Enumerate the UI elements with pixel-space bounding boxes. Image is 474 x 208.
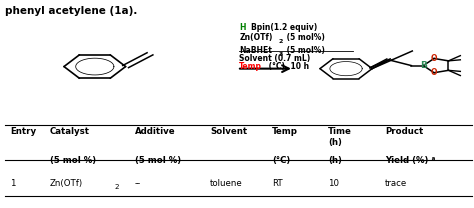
Text: 1: 1 xyxy=(10,179,16,188)
Text: Entry: Entry xyxy=(10,127,36,136)
Text: Catalyst: Catalyst xyxy=(50,127,90,136)
Text: Solvent: Solvent xyxy=(210,127,247,136)
Text: (5 mol%): (5 mol%) xyxy=(284,46,325,55)
Text: (h): (h) xyxy=(328,138,342,147)
Text: trace: trace xyxy=(385,179,407,188)
Text: Time: Time xyxy=(328,127,352,136)
Text: B: B xyxy=(420,61,427,70)
Text: 2: 2 xyxy=(114,184,118,190)
Text: (5 mol%): (5 mol%) xyxy=(284,33,325,42)
Text: Temp: Temp xyxy=(239,62,263,71)
Text: Product: Product xyxy=(385,127,423,136)
Text: RT: RT xyxy=(272,179,283,188)
Text: 2: 2 xyxy=(278,39,283,44)
Text: Temp: Temp xyxy=(272,127,298,136)
Text: Solvent (0.7 mL): Solvent (0.7 mL) xyxy=(239,54,310,63)
Text: O: O xyxy=(431,68,438,77)
Text: 10: 10 xyxy=(328,179,339,188)
Text: --: -- xyxy=(135,179,141,188)
Text: Bpin(1.2 equiv): Bpin(1.2 equiv) xyxy=(251,24,318,32)
Text: NaBHEt: NaBHEt xyxy=(239,46,272,55)
Text: Zn(OTf): Zn(OTf) xyxy=(50,179,83,188)
Text: (h): (h) xyxy=(328,156,342,165)
Text: Additive: Additive xyxy=(135,127,176,136)
Text: 3: 3 xyxy=(278,52,283,57)
Text: O: O xyxy=(431,54,438,63)
Text: Yield (%) ᵃ: Yield (%) ᵃ xyxy=(385,156,436,165)
Text: Zn(OTf): Zn(OTf) xyxy=(239,33,273,42)
Text: phenyl acetylene (1a).: phenyl acetylene (1a). xyxy=(5,6,137,16)
Text: (5 mol %): (5 mol %) xyxy=(135,156,181,165)
Text: toluene: toluene xyxy=(210,179,243,188)
Text: (5 mol %): (5 mol %) xyxy=(50,156,96,165)
Text: (°C), 10 h: (°C), 10 h xyxy=(266,62,310,71)
Text: (°C): (°C) xyxy=(272,156,290,165)
Text: H: H xyxy=(239,24,246,32)
